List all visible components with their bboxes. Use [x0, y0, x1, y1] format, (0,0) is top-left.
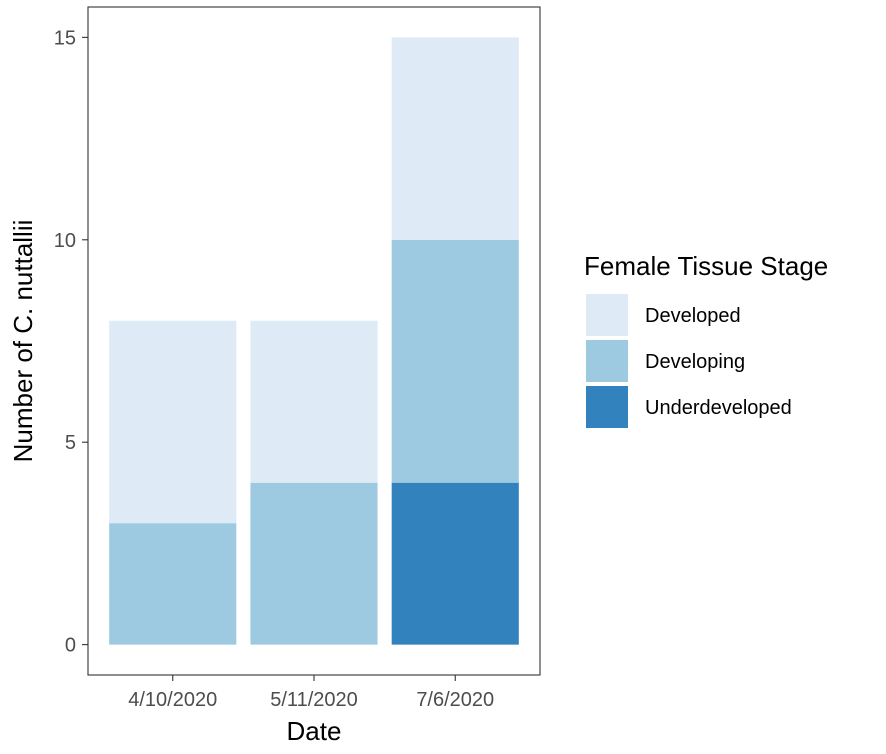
y-tick-label: 0 — [65, 635, 76, 657]
bar-segment-developing-3 — [391, 239, 519, 483]
bars-layer — [109, 37, 519, 645]
legend-key-developed — [586, 294, 628, 336]
bar-segment-developed-3 — [391, 37, 519, 240]
y-tick-label: 5 — [65, 432, 76, 454]
legend-items: Developed Developing Underdeveloped — [586, 294, 792, 428]
y-axis-title: Number of C. nuttallii — [8, 220, 38, 463]
legend-title: Female Tissue Stage — [584, 251, 828, 281]
bar-segment-developing-2 — [250, 482, 378, 645]
y-axis: 0 5 10 15 — [54, 27, 88, 657]
bar-segment-developing-1 — [109, 523, 237, 645]
legend-label-underdeveloped: Underdeveloped — [645, 397, 792, 419]
x-tick-label: 5/11/2020 — [270, 689, 358, 711]
x-axis-title: Date — [287, 716, 342, 746]
y-tick-label: 10 — [54, 230, 76, 252]
legend: Female Tissue Stage Developed Developing U… — [584, 251, 828, 428]
legend-key-developing — [586, 340, 628, 382]
legend-label-developing: Developing — [645, 351, 745, 373]
x-axis: 4/10/2020 5/11/2020 7/6/2020 — [128, 675, 494, 711]
bar-segment-underdeveloped-3 — [391, 482, 519, 645]
legend-key-underdeveloped — [586, 386, 628, 428]
x-tick-label: 4/10/2020 — [128, 689, 217, 711]
y-tick-label: 15 — [54, 27, 76, 49]
legend-label-developed: Developed — [645, 305, 741, 327]
bar-segment-developed-1 — [109, 320, 237, 524]
bar-segment-developed-2 — [250, 320, 378, 483]
x-tick-label: 7/6/2020 — [416, 689, 494, 711]
